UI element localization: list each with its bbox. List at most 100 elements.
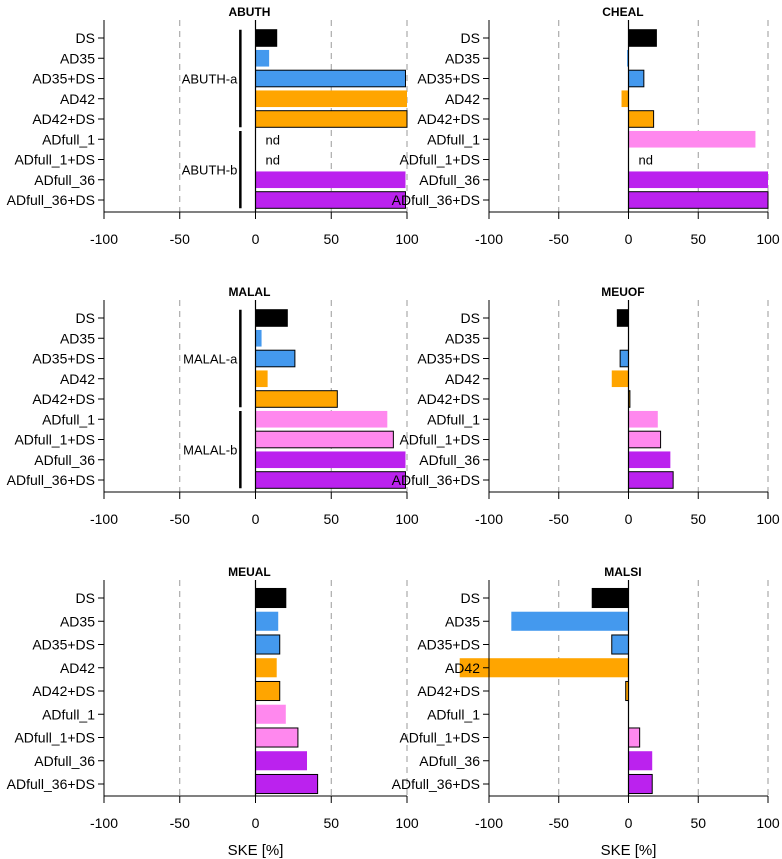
x-tick-label: 50 [690, 511, 706, 527]
group-label: MALAL-b [183, 443, 237, 458]
category-label: AD35+DS [32, 71, 95, 87]
bar [628, 430, 662, 449]
bar [628, 751, 653, 771]
bar [621, 90, 629, 108]
category-label: ADfull_1 [42, 131, 95, 147]
bar [255, 349, 296, 368]
x-tick-label: 50 [690, 815, 706, 831]
bar [255, 704, 286, 724]
category-label: AD35 [445, 50, 480, 66]
bar [628, 171, 768, 189]
x-tick-label: 100 [395, 231, 419, 247]
x-tick-label: 50 [690, 231, 706, 247]
bar [255, 329, 262, 347]
x-axis-title: SKE [%] [228, 842, 284, 859]
category-label: AD42+DS [417, 111, 480, 127]
x-tick-label: 100 [756, 815, 780, 831]
x-tick-label: -100 [475, 511, 503, 527]
x-tick-label: -50 [170, 231, 190, 247]
category-label: ADfull_36 [34, 452, 95, 468]
bar [255, 171, 406, 189]
category-label: ADfull_1+DS [399, 152, 480, 168]
bar [459, 658, 629, 678]
bar [255, 410, 388, 428]
category-label: AD35+DS [417, 637, 480, 653]
category-label: AD42 [60, 371, 95, 387]
category-label: DS [461, 590, 480, 606]
category-label: ADfull_36 [419, 452, 480, 468]
bar [255, 587, 287, 609]
x-tick-label: 0 [625, 511, 633, 527]
bar [255, 29, 278, 47]
group-label: MALAL-a [183, 352, 238, 367]
bar [255, 69, 406, 88]
category-label: ADfull_1 [42, 706, 95, 722]
category-label: ADfull_36+DS [392, 776, 480, 792]
category-label: AD42+DS [32, 391, 95, 407]
category-label: AD35 [60, 330, 95, 346]
category-label: ADfull_1+DS [14, 432, 95, 448]
bar [255, 751, 308, 771]
category-label: AD35 [60, 613, 95, 629]
category-label: AD42 [445, 371, 480, 387]
category-label: ADfull_1+DS [399, 432, 480, 448]
bar [628, 773, 653, 795]
x-tick-label: 0 [252, 511, 260, 527]
category-label: AD35+DS [417, 71, 480, 87]
category-label: AD42 [60, 660, 95, 676]
category-label: ADfull_36 [419, 753, 480, 769]
bar [619, 349, 630, 368]
x-tick-label: 0 [252, 231, 260, 247]
x-tick-label: -100 [475, 815, 503, 831]
panel-meual: MEUAL -100 -50 0 50 100 DS AD35 AD35+DS AD42 AD42+… [7, 565, 419, 831]
group-label: ABUTH-b [182, 163, 238, 178]
category-label: ADfull_1+DS [14, 152, 95, 168]
x-tick-label: -100 [90, 815, 118, 831]
category-label: AD35+DS [417, 351, 480, 367]
bar-label: nd [266, 153, 280, 168]
category-label: AD42+DS [417, 683, 480, 699]
category-label: DS [76, 310, 95, 326]
panel-meuof: MEUOF -100 -50 0 50 100 DS AD35 AD35+DS AD42 AD42+… [392, 285, 780, 527]
panel-abuth: ABUTH nd nd -100 -50 0 50 100 DS AD35 AD35+DS AD42 A… [7, 5, 419, 247]
x-tick-label: 100 [395, 815, 419, 831]
x-tick-label: -50 [170, 511, 190, 527]
panel-title: CHEAL [602, 5, 643, 19]
bar-label: nd [266, 132, 280, 147]
x-tick-label: 0 [625, 815, 633, 831]
category-label: ADfull_36 [34, 753, 95, 769]
bar [616, 309, 630, 327]
category-label: ADfull_1+DS [399, 730, 480, 746]
category-label: DS [76, 30, 95, 46]
category-label: AD35+DS [32, 351, 95, 367]
category-label: DS [461, 30, 480, 46]
x-tick-label: 50 [323, 511, 339, 527]
category-label: AD35 [445, 613, 480, 629]
panel-title: MALSI [604, 565, 641, 579]
panel-title: MALAL [228, 285, 270, 299]
category-label: AD42+DS [32, 111, 95, 127]
x-tick-label: -50 [549, 511, 569, 527]
bar [255, 90, 407, 108]
x-tick-label: -50 [170, 815, 190, 831]
x-tick-label: -100 [475, 231, 503, 247]
bar [255, 191, 406, 209]
bar [628, 191, 769, 209]
category-label: AD35 [60, 50, 95, 66]
bar [628, 410, 658, 428]
category-label: ADfull_36+DS [392, 192, 480, 208]
category-label: AD35 [445, 330, 480, 346]
x-axis-title: SKE [%] [601, 842, 657, 859]
category-label: ADfull_36 [34, 172, 95, 188]
bar [511, 611, 629, 631]
category-label: ADfull_1 [427, 706, 480, 722]
category-label: AD42 [445, 660, 480, 676]
category-label: AD42 [60, 91, 95, 107]
bar [611, 370, 629, 388]
bar [628, 29, 657, 47]
category-label: AD42+DS [32, 683, 95, 699]
category-label: DS [76, 590, 95, 606]
x-tick-label: 0 [625, 231, 633, 247]
bar [255, 634, 281, 655]
